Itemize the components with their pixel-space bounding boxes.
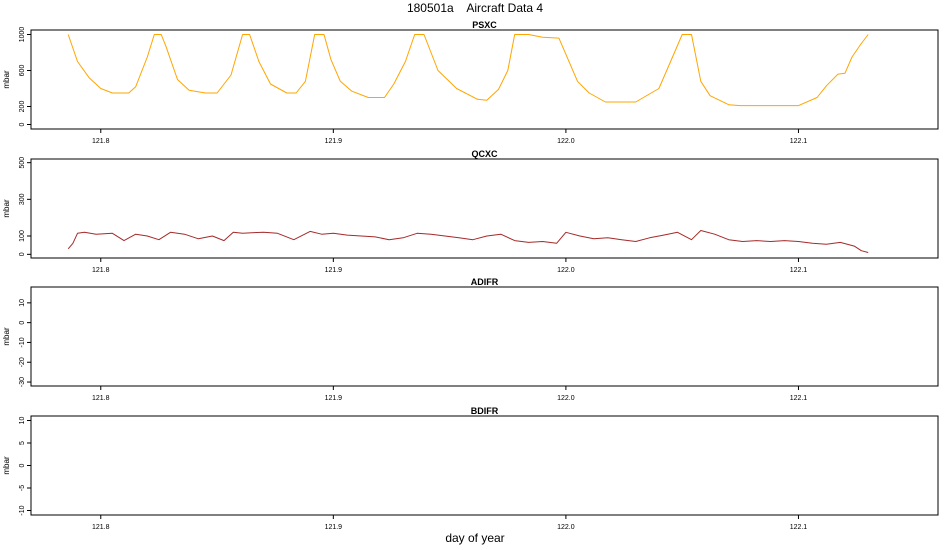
y-tick-label: 0	[19, 252, 26, 256]
panel-title: QCXC	[471, 149, 498, 159]
panel-title: BDIFR	[471, 406, 499, 416]
y-tick-label: -10	[19, 337, 26, 347]
y-tick-label: 10	[19, 417, 26, 425]
series-line-psxc	[67, 34, 869, 107]
y-tick-label: 200	[19, 101, 26, 113]
y-tick-label: 0	[19, 463, 26, 467]
y-tick-label: 500	[19, 157, 26, 169]
panel-psxc: PSXC mbar 121.8 121.9 122.0 122.1 0 200 600 1000	[2, 20, 939, 145]
x-axis-label: day of year	[445, 531, 505, 545]
x-tick-label: 121.8	[92, 138, 110, 145]
y-axis-label: mbar	[2, 70, 11, 89]
page-title: 180501a Aircraft Data 4	[406, 1, 544, 15]
y-axis-label: mbar	[2, 327, 11, 346]
x-tick-label: 121.8	[92, 267, 110, 274]
x-tick-label: 121.9	[325, 138, 343, 145]
panel-bdifr: BDIFR mbar 121.8 121.9 122.0 122.1 -10 -5 0 5 10	[2, 406, 939, 531]
y-tick-label: 1000	[19, 27, 26, 43]
panel-title: ADIFR	[471, 277, 499, 287]
plot-frame	[30, 158, 939, 259]
x-tick-label: 122.0	[557, 395, 575, 402]
x-tick-label: 121.9	[325, 524, 343, 531]
x-tick-label: 121.9	[325, 395, 343, 402]
x-tick-label: 121.8	[92, 524, 110, 531]
y-tick-label: 0	[19, 321, 26, 325]
y-axis-label: mbar	[2, 199, 11, 218]
x-tick-label: 122.0	[557, 524, 575, 531]
plot-frame	[30, 29, 939, 130]
panel-adifr: ADIFR mbar 121.8 121.9 122.0 122.1 -30 -20 -10 0 1…	[2, 277, 939, 402]
plot-frame	[30, 415, 939, 516]
y-tick-label: -10	[19, 505, 26, 515]
y-tick-label: 10	[19, 299, 26, 307]
x-tick-label: 122.1	[790, 395, 808, 402]
x-tick-label: 122.1	[790, 138, 808, 145]
x-tick-label: 122.1	[790, 524, 808, 531]
x-tick-label: 121.9	[325, 267, 343, 274]
y-tick-label: 100	[19, 230, 26, 242]
panel-qcxc: QCXC mbar 121.8 121.9 122.0 122.1 0 100 300 500	[2, 149, 939, 274]
x-tick-label: 122.0	[557, 267, 575, 274]
y-tick-label: 300	[19, 193, 26, 205]
y-axis-label: mbar	[2, 456, 11, 475]
y-tick-label: 600	[19, 65, 26, 77]
panel-title: PSXC	[472, 20, 497, 30]
x-tick-label: 122.0	[557, 138, 575, 145]
plot-frame	[30, 286, 939, 387]
y-tick-label: -5	[19, 485, 26, 491]
y-tick-label: -30	[19, 377, 26, 387]
x-tick-label: 121.8	[92, 395, 110, 402]
y-tick-label: 5	[19, 441, 26, 445]
series-line-qcxc	[67, 230, 869, 253]
x-tick-label: 122.1	[790, 267, 808, 274]
y-tick-label: 0	[19, 122, 26, 126]
y-tick-label: -20	[19, 357, 26, 367]
